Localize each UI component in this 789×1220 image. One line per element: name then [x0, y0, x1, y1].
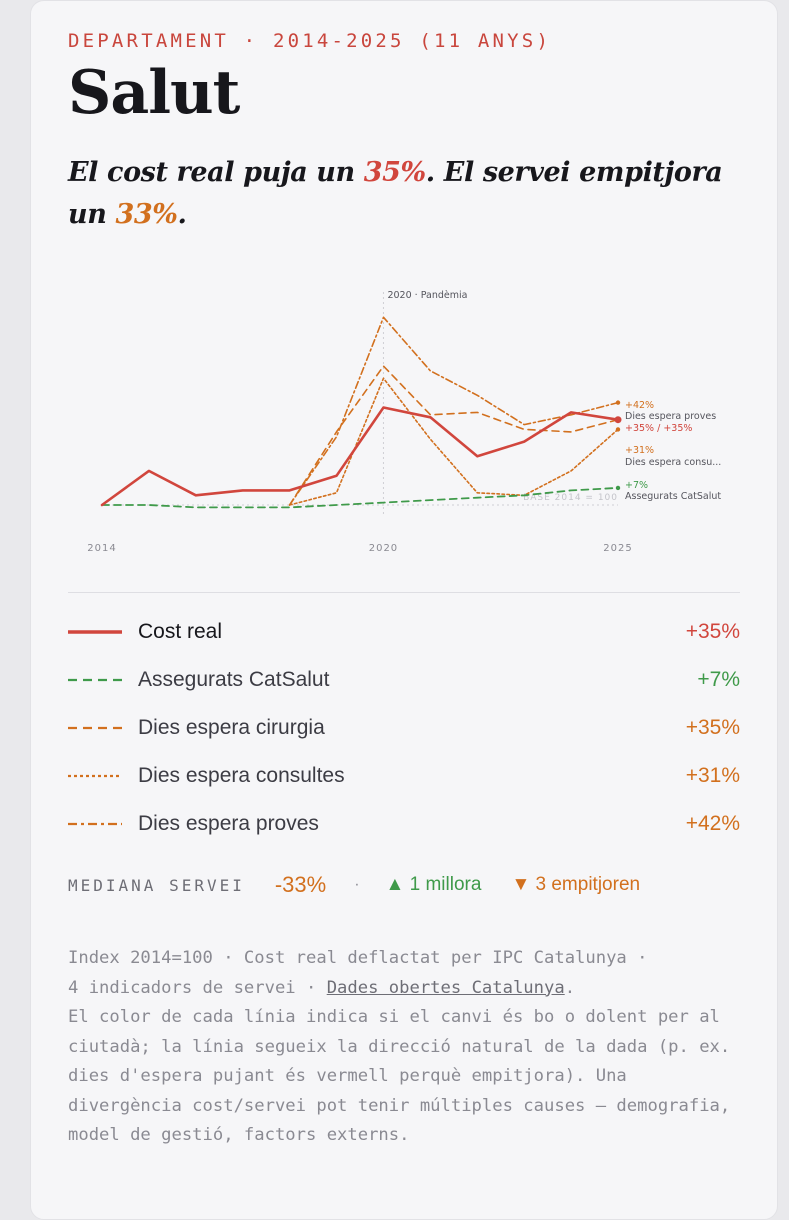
legend-item-cost-real: Cost real +35%	[68, 608, 740, 656]
legend-item-cirurgia: Dies espera cirurgia +35%	[68, 704, 740, 752]
x-tick-label-2020: 2020	[369, 543, 398, 554]
legend-swatch-assegurats	[68, 678, 122, 682]
legend-label: Dies espera cirurgia	[138, 716, 325, 739]
legend-swatch-cirurgia	[68, 726, 122, 730]
methodology-notes: Index 2014=100 · Cost real deflactat per…	[68, 944, 748, 1151]
legend-value: +31%	[685, 764, 740, 787]
headline: El cost real puja un 35%. El servei empi…	[68, 152, 758, 236]
series-line-dies-espera-consultes	[288, 377, 619, 506]
legend-swatch-consultes	[68, 774, 122, 778]
series-line-assegurats-catsalut	[101, 486, 619, 509]
series-line-dies-espera-cirurgia	[288, 365, 619, 506]
x-tick-label-2025: 2025	[603, 543, 632, 554]
summary-separator: ·	[354, 876, 360, 893]
legend-value: +35%	[685, 716, 740, 739]
legend-label: Dies espera proves	[138, 812, 319, 835]
series-line-dies-espera-proves	[288, 316, 619, 506]
headline-cost-value: 35%	[363, 157, 426, 188]
series-line-cost-real	[100, 406, 620, 507]
legend-label: Cost real	[138, 620, 223, 643]
legend-label: Dies espera consultes	[138, 764, 345, 787]
legend: Cost real +35% Assegurats CatSalut +7% D…	[68, 608, 740, 848]
legend-swatch-cost-real	[68, 630, 122, 634]
open-data-link[interactable]: Dades obertes Catalunya	[326, 977, 565, 998]
notes-line-2: 4 indicadors de servei · Dades obertes C…	[68, 974, 748, 1004]
summary-label: MEDIANA SERVEI	[68, 875, 245, 895]
series-end-point-1	[615, 485, 621, 491]
notes-line-2-end: .	[564, 977, 576, 998]
service-summary: MEDIANA SERVEI -33% · ▲ 1 millora ▼ 3 em…	[68, 872, 768, 898]
notes-paragraph: El color de cada línia indica si el canv…	[68, 1007, 731, 1145]
end-label-assegurats-name: Assegurats CatSalut	[625, 491, 721, 502]
end-label-proves-name: Dies espera proves	[625, 411, 716, 422]
legend-item-assegurats: Assegurats CatSalut +7%	[68, 656, 740, 704]
notes-line-1: Index 2014=100 · Cost real deflactat per…	[68, 948, 648, 968]
end-label-cost-value: +35% / +35%	[625, 423, 692, 434]
content-card	[30, 0, 778, 1220]
legend-item-proves: Dies espera proves +42%	[68, 800, 740, 848]
notes-line-2-text: 4 indicadors de servei ·	[68, 977, 327, 998]
legend-item-consultes: Dies espera consultes +31%	[68, 752, 740, 800]
summary-improve-count: ▲ 1 millora	[385, 874, 482, 895]
headline-part-3: .	[177, 199, 187, 230]
series-end-point-4	[615, 400, 621, 405]
pandemic-annotation: 2020 · Pandèmia	[387, 290, 467, 301]
divider	[68, 592, 740, 593]
legend-value: +42%	[685, 812, 740, 835]
legend-value: +35%	[685, 620, 740, 643]
headline-part-1: El cost real puja un	[68, 157, 364, 188]
index-line-chart: BASE 2014 = 100 2020 · Pandèmia 2014 2020 20…	[87, 290, 721, 554]
series-end-point-0	[614, 416, 622, 424]
department-kicker: DEPARTAMENT · 2014-2025 (11 ANYS)	[68, 30, 552, 52]
legend-value: +7%	[697, 668, 740, 691]
end-label-assegurats-value: +7%	[625, 480, 648, 491]
summary-median-value: -33%	[274, 872, 327, 897]
end-label-consultes-name: Dies espera consu...	[625, 457, 721, 468]
summary-worsen-count: ▼ 3 empitjoren	[511, 874, 641, 895]
end-label-consultes-value: +31%	[625, 445, 654, 456]
series-end-point-3	[615, 427, 621, 432]
legend-swatch-proves	[68, 822, 122, 826]
base-label: BASE 2014 = 100	[523, 493, 618, 503]
headline-service-value: 33%	[115, 199, 178, 230]
headline-part-2: . El servei empitjora un	[68, 157, 723, 230]
end-label-proves-value: +42%	[625, 400, 654, 411]
legend-label: Assegurats CatSalut	[138, 668, 330, 691]
x-tick-label-2014: 2014	[87, 543, 116, 554]
page-title: Salut	[68, 58, 240, 128]
